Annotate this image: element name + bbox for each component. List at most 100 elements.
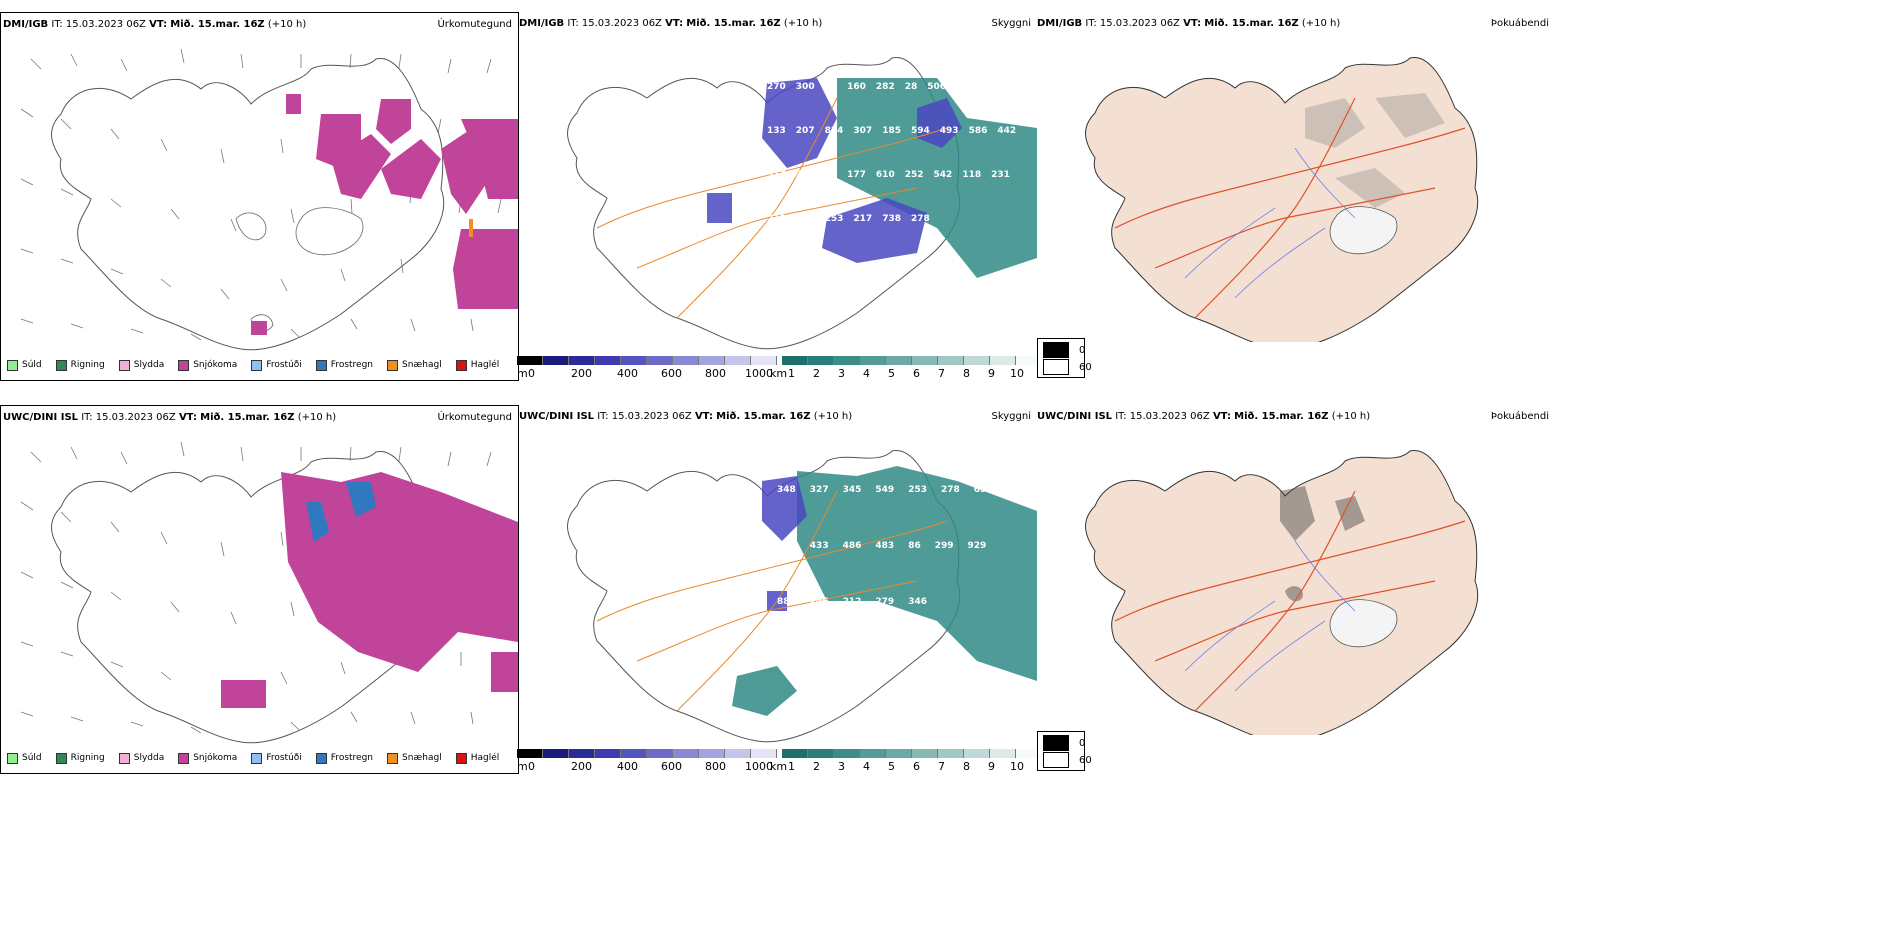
visibility-value-label: 231 bbox=[991, 170, 1010, 180]
visibility-value-label: 738 bbox=[882, 214, 901, 224]
roads bbox=[1114, 97, 1466, 319]
precip-legend: Súld Rigning Slydda Snjókoma Frostúði Fr… bbox=[7, 356, 507, 374]
panel-title: Þokuábendi bbox=[1490, 18, 1549, 29]
visibility-value-label: 433 bbox=[809, 541, 829, 551]
glacier-white bbox=[1329, 599, 1398, 648]
iceland-fog-map bbox=[1085, 57, 1479, 342]
visibility-value-label: 346 bbox=[908, 597, 927, 607]
cloud-base-colorbar bbox=[517, 356, 777, 365]
legend-item: Snæhagl bbox=[387, 359, 442, 371]
panel-title: Skyggni bbox=[991, 411, 1031, 422]
visibility-value-label: 486 bbox=[842, 541, 862, 551]
visibility-value-label: 300 bbox=[795, 82, 815, 92]
fog-legend-row1: 0 60 bbox=[1037, 338, 1092, 378]
snow-areas bbox=[251, 94, 518, 335]
visibility-value-label: 282 bbox=[875, 82, 895, 92]
iceland-fog-map bbox=[1085, 450, 1479, 735]
legend-item: Snjókoma bbox=[178, 752, 237, 764]
visibility-value-label: 307 bbox=[853, 126, 873, 136]
visibility-labels: 270 300 37 160 282 28 506 80 188 133 207 824 307 185 5… bbox=[767, 82, 1017, 252]
fog-panel-row1: DMI/IGB IT: 15.03.2023 06Z VT: Mið. 15.m… bbox=[1035, 12, 1555, 342]
visibility-value-label: 37 bbox=[824, 82, 838, 92]
visibility-value-label: 270 bbox=[767, 82, 786, 92]
visibility-value-label: 493 bbox=[939, 126, 959, 136]
visibility-value-label: 542 bbox=[933, 170, 953, 180]
wind-barbs bbox=[20, 48, 502, 341]
panel-header: DMI/IGB IT: 15.03.2023 06Z VT: Mið. 15.m… bbox=[1037, 16, 1551, 32]
visibility-value-label: 299 bbox=[934, 541, 954, 551]
roads bbox=[596, 97, 948, 319]
visibility-value-label: 824 bbox=[824, 126, 844, 136]
rivers bbox=[1184, 540, 1356, 692]
iceland-cloud-map bbox=[567, 450, 1037, 743]
legend-item: Haglél bbox=[455, 359, 499, 371]
visibility-value-label: 352 bbox=[795, 170, 815, 180]
visibility-value-label: 253 bbox=[908, 485, 927, 495]
visibility-value-label: 636 bbox=[973, 485, 993, 495]
panel-title: Úrkomutegund bbox=[437, 412, 512, 423]
visibility-value-label: 28 bbox=[904, 82, 918, 92]
glaciers bbox=[235, 207, 364, 332]
legend-item: Slydda bbox=[118, 359, 164, 371]
visibility-value-label: 133 bbox=[767, 126, 786, 136]
legend-item: Snæhagl bbox=[387, 752, 442, 764]
visibility-value-label: 177 bbox=[847, 170, 866, 180]
cloud-visibility-panel-row1: DMI/IGB IT: 15.03.2023 06Z VT: Mið. 15.m… bbox=[517, 12, 1037, 379]
visibility-field bbox=[732, 466, 1037, 716]
legend-item: Frostregn bbox=[315, 752, 373, 764]
visibility-value-label: 586 bbox=[968, 126, 988, 136]
visibility-value-label: 218 bbox=[767, 214, 786, 224]
snow-areas bbox=[221, 472, 518, 708]
iceland-coastline bbox=[51, 58, 445, 351]
glacier-white bbox=[1329, 206, 1398, 255]
visibility-value-label: 442 bbox=[997, 126, 1017, 136]
legend-item: Frostregn bbox=[315, 359, 373, 371]
visibility-value-label: 594 bbox=[910, 126, 930, 136]
visibility-value-label: 212 bbox=[842, 597, 862, 607]
legend-item: Rigning bbox=[55, 752, 105, 764]
visibility-value-label: 252 bbox=[904, 170, 924, 180]
freezing-rain-areas bbox=[306, 482, 376, 542]
visibility-value-label: 506 bbox=[927, 82, 947, 92]
visibility-value-label: 345 bbox=[842, 485, 862, 495]
visibility-value-label: 880 bbox=[777, 597, 796, 607]
visibility-value-label: 483 bbox=[875, 541, 895, 551]
roads bbox=[596, 490, 948, 712]
visibility-field bbox=[837, 78, 1037, 278]
visibility-value-label: 348 bbox=[777, 485, 796, 495]
panel-title: Úrkomutegund bbox=[437, 19, 512, 30]
visibility-value-label: 317 bbox=[767, 170, 786, 180]
visibility-labels: 348 327 345 549 253 278 636 373 433 486 483 86 299 92… bbox=[777, 485, 1017, 645]
iceland-cloud-map bbox=[567, 57, 1037, 350]
iceland-precip-map bbox=[20, 441, 518, 744]
legend-item: Snjókoma bbox=[178, 359, 237, 371]
panel-title: Skyggni bbox=[991, 18, 1031, 29]
fog-panel-row2: UWC/DINI ISL IT: 15.03.2023 06Z VT: Mið.… bbox=[1035, 405, 1555, 735]
visibility-value-label: 35 bbox=[824, 170, 838, 180]
visibility-colorbar bbox=[782, 749, 1037, 758]
roads bbox=[1114, 490, 1466, 712]
visibility-value-label: 327 bbox=[809, 485, 829, 495]
visibility-value-label: 929 bbox=[967, 541, 987, 551]
hail-snow-streak bbox=[469, 219, 473, 237]
visibility-value-label: 178 bbox=[795, 214, 815, 224]
cloud-base-colorbar bbox=[517, 749, 777, 758]
iceland-land bbox=[1085, 450, 1479, 735]
legend-item: Frostúði bbox=[251, 359, 302, 371]
visibility-value-label: 80 bbox=[956, 82, 969, 92]
visibility-value-label: 207 bbox=[795, 126, 815, 136]
visibility-value-label: 549 bbox=[875, 485, 895, 495]
cloud-base-field bbox=[707, 78, 962, 263]
visibility-value-label: 118 bbox=[962, 170, 982, 180]
visibility-value-label: 279 bbox=[875, 597, 895, 607]
precip-type-panel-row2: UWC/DINI ISL IT: 15.03.2023 06Z VT: Mið.… bbox=[0, 405, 519, 774]
iceland-precip-map bbox=[20, 48, 518, 351]
visibility-value-label: 86 bbox=[908, 541, 921, 551]
legend-item: Frostúði bbox=[251, 752, 302, 764]
visibility-value-label: 610 bbox=[875, 170, 895, 180]
visibility-colorbar bbox=[782, 356, 1037, 365]
visibility-value-label: 185 bbox=[882, 126, 901, 136]
panel-header: DMI/IGB IT: 15.03.2023 06Z VT: Mið. 15.m… bbox=[519, 16, 1033, 32]
visibility-value-label: 253 bbox=[824, 214, 844, 224]
legend-item: Rigning bbox=[55, 359, 105, 371]
